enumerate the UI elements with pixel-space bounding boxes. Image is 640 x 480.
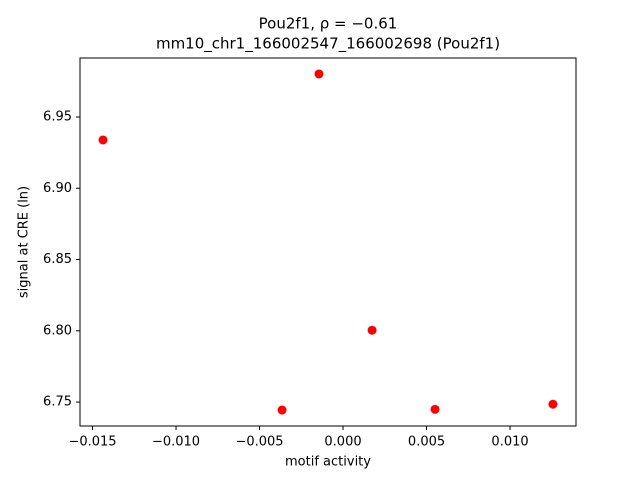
- y-tick-label: 6.85: [43, 252, 72, 267]
- y-axis-label: signal at CRE (ln): [17, 186, 32, 298]
- plot-frame: [79, 57, 577, 427]
- y-tick-label: 6.90: [43, 181, 72, 196]
- point: [98, 135, 108, 145]
- point: [314, 69, 324, 79]
- x-tick-label: −0.010: [152, 435, 200, 450]
- chart-subtitle: mm10_chr1_166002547_166002698 (Pou2f1): [156, 35, 500, 54]
- chart-title: Pou2f1, ρ = −0.61: [259, 15, 398, 33]
- point: [367, 325, 377, 335]
- x-tick-label: 0.010: [491, 435, 528, 450]
- x-tick-label: 0.005: [408, 435, 445, 450]
- y-tick-label: 6.75: [43, 395, 72, 410]
- point: [548, 399, 558, 409]
- point: [277, 405, 287, 415]
- x-tick-label: −0.015: [68, 435, 116, 450]
- x-axis-label: motif activity: [285, 455, 371, 470]
- y-tick-label: 6.95: [43, 110, 72, 125]
- point: [430, 404, 440, 414]
- y-tick-label: 6.80: [43, 323, 72, 338]
- x-tick-label: −0.005: [235, 435, 283, 450]
- x-tick-label: 0.000: [324, 435, 361, 450]
